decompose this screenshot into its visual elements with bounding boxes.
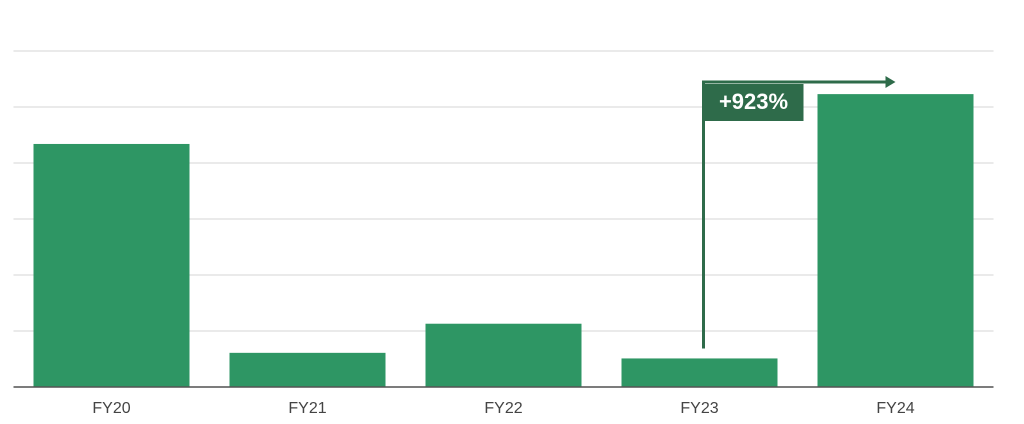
- x-tick-label: FY22: [484, 400, 522, 417]
- annotation-box: [703, 84, 804, 121]
- x-tick-label: FY23: [680, 400, 718, 417]
- bar: [817, 94, 974, 388]
- annotation-label: +923%: [719, 89, 788, 114]
- x-tick-label: FY24: [876, 400, 914, 417]
- x-tick-label: FY21: [288, 400, 326, 417]
- bar: [621, 358, 778, 387]
- bar: [229, 352, 386, 387]
- x-tick-label: FY20: [92, 400, 130, 417]
- bar: [33, 143, 190, 387]
- bar: [425, 323, 582, 387]
- arrow-head: [885, 76, 896, 88]
- annotation-arrow: [702, 80, 888, 349]
